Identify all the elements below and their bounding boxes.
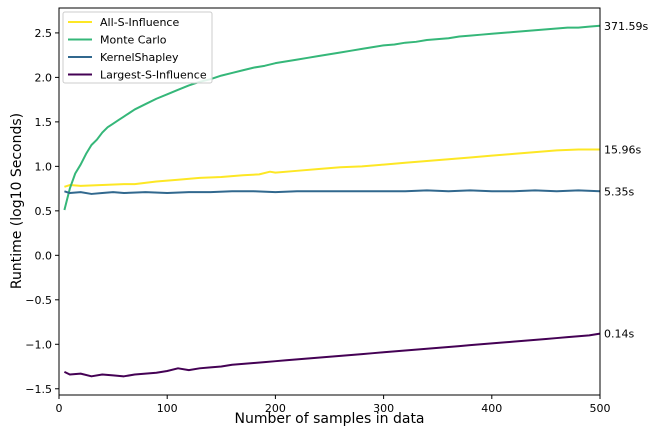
plot-lines bbox=[63, 24, 601, 378]
legend-box bbox=[62, 11, 213, 84]
y-tick-label: 2.0 bbox=[35, 71, 53, 84]
series-line-3 bbox=[63, 332, 601, 378]
y-axis-title: Runtime (log10 Seconds) bbox=[9, 113, 25, 289]
legend-entry-label: KernelShapley bbox=[100, 51, 179, 64]
legend-entry-label: All-S-Influence bbox=[100, 16, 179, 29]
series-end-label: 371.59s bbox=[604, 20, 648, 33]
x-tick-label: 0 bbox=[56, 402, 63, 415]
y-tick-label: 1.5 bbox=[35, 116, 53, 129]
legend: All-S-Influence Monte Carlo KernelShapley L… bbox=[62, 11, 213, 84]
x-tick-label: 100 bbox=[157, 402, 178, 415]
y-tick-label: −0.5 bbox=[25, 294, 52, 307]
plot-frame bbox=[58, 7, 601, 396]
x-tick-label: 400 bbox=[481, 402, 502, 415]
y-tick-label: 0.0 bbox=[35, 249, 53, 262]
x-axis-title: Number of samples in data bbox=[234, 411, 424, 426]
y-tick-label: 0.5 bbox=[35, 205, 53, 218]
series-end-label: 0.14s bbox=[604, 328, 634, 341]
series-line-1 bbox=[63, 24, 601, 211]
x-tick-label: 200 bbox=[265, 402, 286, 415]
y-axis: −1.5 −1.0 −0.5 0.0 0.5 1.0 1.5 2.0 2.5 bbox=[25, 27, 59, 396]
end-labels: 15.96s 371.59s 5.35s 0.14s bbox=[604, 20, 648, 341]
series-line-0 bbox=[64, 148, 600, 188]
y-tick-label: −1.0 bbox=[25, 338, 52, 351]
x-axis: 0 100 200 300 400 500 bbox=[56, 395, 611, 415]
legend-entry-label: Monte Carlo bbox=[100, 34, 167, 47]
series-end-label: 15.96s bbox=[604, 143, 641, 156]
x-tick-label: 300 bbox=[373, 402, 394, 415]
legend-entry-label: Largest-S-Influence bbox=[100, 69, 207, 82]
y-tick-label: −1.5 bbox=[25, 383, 52, 396]
y-tick-label: 1.0 bbox=[35, 160, 53, 173]
series-end-label: 5.35s bbox=[604, 185, 634, 198]
series-line-2 bbox=[64, 189, 601, 195]
x-tick-label: 500 bbox=[590, 402, 611, 415]
y-tick-label: 2.5 bbox=[35, 27, 53, 40]
